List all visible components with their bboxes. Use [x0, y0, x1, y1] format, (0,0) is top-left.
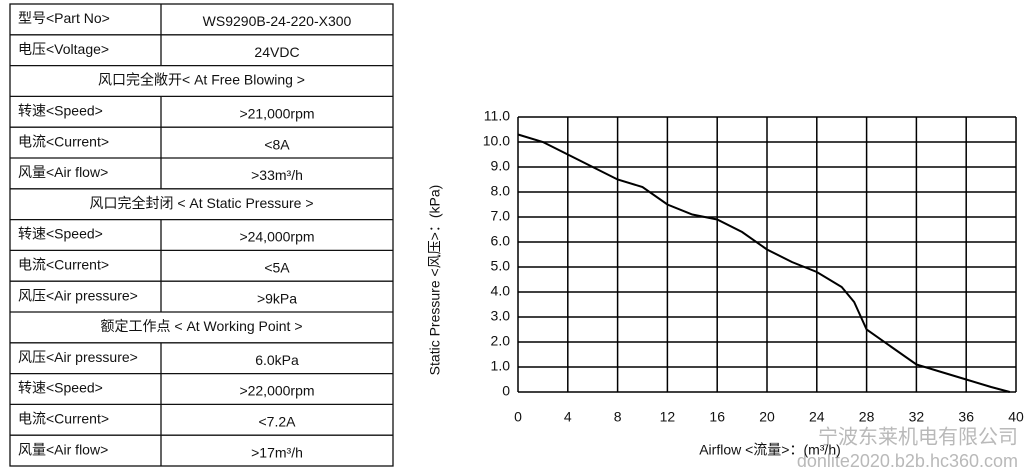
param-value: >33m³/h: [251, 167, 303, 183]
y-tick-label: 5.0: [491, 258, 511, 274]
y-tick-label: 8.0: [491, 183, 511, 199]
y-tick-label: 10.0: [483, 133, 510, 149]
param-value: >24,000rpm: [239, 229, 314, 245]
y-tick-label: 2.0: [491, 333, 511, 349]
param-name: 风量<Air flow>: [18, 441, 108, 457]
param-value: <8A: [264, 136, 290, 152]
param-name: 转速<Speed>: [18, 226, 103, 242]
param-name: 电流<Current>: [18, 133, 109, 149]
x-tick-label: 4: [564, 409, 572, 425]
param-name: 电流<Current>: [18, 257, 109, 273]
param-value: >22,000rpm: [239, 383, 314, 399]
section-title: 风口完全敞开< At Free Blowing >: [98, 72, 305, 88]
x-tick-label: 0: [514, 409, 522, 425]
y-tick-label: 11.0: [484, 108, 510, 124]
curve: [517, 133, 1011, 393]
spec-table: 型号<Part No> WS9290B-24-220-X300 电压<Voltage…: [9, 3, 394, 467]
param-name: 转速<Speed>: [18, 103, 103, 119]
x-tick-label: 12: [660, 409, 676, 425]
x-tick-label: 40: [1008, 409, 1024, 425]
y-axis-label: Static Pressure <风压>：(kPa): [427, 185, 443, 376]
x-axis-label: Airflow <流量>：(m³/h): [699, 442, 841, 458]
x-tick-label: 20: [759, 409, 775, 425]
x-tick-label: 36: [958, 409, 974, 425]
y-tick-label: 0: [502, 383, 510, 399]
param-name: 转速<Speed>: [18, 380, 103, 396]
param-name: 风压<Air pressure>: [18, 349, 138, 365]
param-value: >17m³/h: [251, 444, 303, 460]
param-value: 6.0kPa: [255, 352, 299, 368]
x-tick-label: 16: [709, 409, 725, 425]
y-tick-label: 3.0: [491, 308, 511, 324]
param-value: <7.2A: [259, 414, 297, 430]
param-value: 24VDC: [254, 44, 299, 60]
watermark-company: 宁波东莱机电有限公司: [818, 425, 1018, 448]
y-tick-label: 9.0: [491, 158, 511, 174]
param-name: 风压<Air pressure>: [18, 287, 138, 303]
table-border: [9, 3, 394, 467]
x-tick-label: 32: [909, 409, 925, 425]
param-name: 风量<Air flow>: [18, 164, 108, 180]
y-tick-label: 6.0: [491, 233, 511, 249]
y-tick-label: 1.0: [491, 358, 511, 374]
y-tick-label: 4.0: [491, 283, 511, 299]
x-tick-label: 8: [614, 409, 622, 425]
param-name: 电压<Voltage>: [18, 41, 109, 57]
param-value: >9kPa: [257, 290, 297, 306]
section-title: 额定工作点 < At Working Point >: [100, 318, 302, 334]
param-name: 型号<Part No>: [18, 10, 110, 26]
y-tick-label: 7.0: [491, 208, 511, 224]
param-value: WS9290B-24-220-X300: [203, 13, 352, 29]
param-name: 电流<Current>: [18, 411, 109, 427]
watermark-site: donlite2020.b2b.hc360.com: [797, 451, 1018, 471]
x-tick-label: 28: [859, 409, 875, 425]
x-tick-label: 24: [809, 409, 825, 425]
section-title: 风口完全封闭 < At Static Pressure >: [89, 195, 313, 211]
param-value: <5A: [264, 260, 290, 276]
param-value: >21,000rpm: [239, 106, 314, 122]
